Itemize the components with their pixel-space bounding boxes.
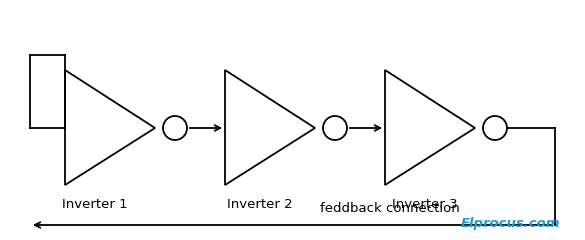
Text: Inverter 1: Inverter 1 <box>62 198 128 211</box>
Text: Inverter 2: Inverter 2 <box>227 198 293 211</box>
Text: Inverter 3: Inverter 3 <box>392 198 458 211</box>
Text: Elprocus.com: Elprocus.com <box>460 217 560 230</box>
Text: feddback connection: feddback connection <box>320 202 460 215</box>
